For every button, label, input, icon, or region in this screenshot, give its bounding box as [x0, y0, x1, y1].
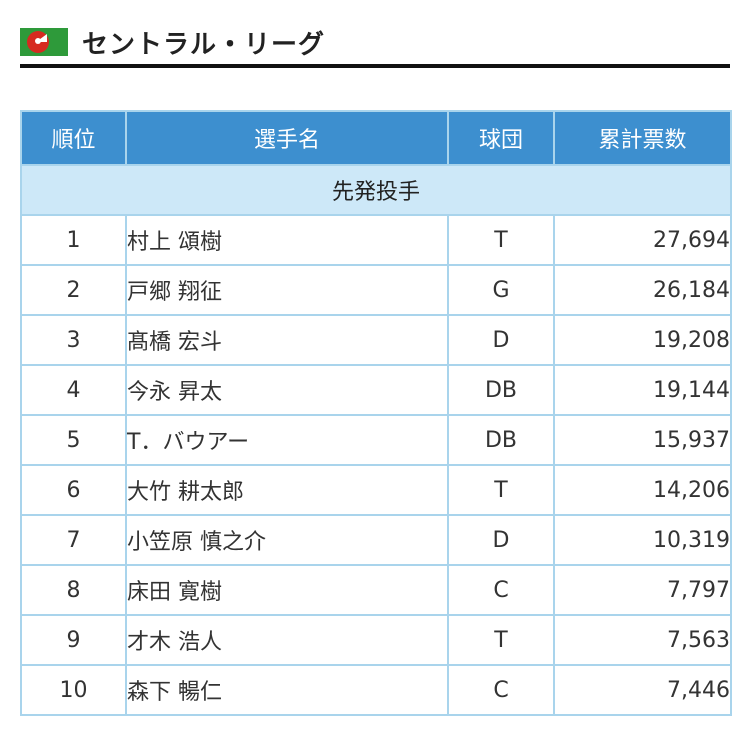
player-name-cell: 森下 暢仁 [125, 664, 449, 716]
column-header-player-name: 選手名 [125, 110, 449, 166]
player-name-cell: 今永 昇太 [125, 364, 449, 416]
table-row: 8 床田 寛樹 C 7,797 [20, 564, 732, 616]
section-label: 先発投手 [20, 164, 732, 216]
team-cell: C [447, 564, 555, 616]
rank-cell: 2 [20, 264, 127, 316]
player-name-cell: T．バウアー [125, 414, 449, 466]
table-row: 9 才木 浩人 T 7,563 [20, 614, 732, 666]
page-header: セントラル・リーグ [20, 22, 730, 68]
team-cell: D [447, 514, 555, 566]
rank-cell: 6 [20, 464, 127, 516]
player-name-cell: 大竹 耕太郎 [125, 464, 449, 516]
team-cell: DB [447, 364, 555, 416]
player-name-cell: 小笠原 慎之介 [125, 514, 449, 566]
table-row: 10 森下 暢仁 C 7,446 [20, 664, 732, 716]
section-row: 先発投手 [20, 164, 732, 216]
ranking-table: 順位 選手名 球団 累計票数 先発投手 1 村上 頌樹 T 27,694 2 戸郷 翔征 G… [20, 110, 732, 716]
votes-cell: 26,184 [553, 264, 732, 316]
table-row: 6 大竹 耕太郎 T 14,206 [20, 464, 732, 516]
rank-cell: 8 [20, 564, 127, 616]
votes-cell: 14,206 [553, 464, 732, 516]
table-row: 1 村上 頌樹 T 27,694 [20, 214, 732, 266]
player-name-cell: 床田 寛樹 [125, 564, 449, 616]
team-cell: G [447, 264, 555, 316]
team-cell: T [447, 614, 555, 666]
player-name-cell: 戸郷 翔征 [125, 264, 449, 316]
table-row: 4 今永 昇太 DB 19,144 [20, 364, 732, 416]
rank-cell: 5 [20, 414, 127, 466]
column-header-rank: 順位 [20, 110, 127, 166]
player-name-cell: 村上 頌樹 [125, 214, 449, 266]
page-title: セントラル・リーグ [82, 30, 326, 60]
table-header-row: 順位 選手名 球団 累計票数 [20, 110, 732, 166]
team-cell: DB [447, 414, 555, 466]
player-name-cell: 才木 浩人 [125, 614, 449, 666]
rank-cell: 10 [20, 664, 127, 716]
votes-cell: 10,319 [553, 514, 732, 566]
votes-cell: 7,446 [553, 664, 732, 716]
table-row: 3 髙橋 宏斗 D 19,208 [20, 314, 732, 366]
column-header-total-votes: 累計票数 [553, 110, 732, 166]
central-league-logo-icon [20, 28, 68, 56]
table-row: 5 T．バウアー DB 15,937 [20, 414, 732, 466]
player-name-cell: 髙橋 宏斗 [125, 314, 449, 366]
votes-cell: 7,563 [553, 614, 732, 666]
votes-cell: 7,797 [553, 564, 732, 616]
team-cell: D [447, 314, 555, 366]
team-cell: T [447, 214, 555, 266]
votes-cell: 19,208 [553, 314, 732, 366]
table-row: 2 戸郷 翔征 G 26,184 [20, 264, 732, 316]
votes-cell: 27,694 [553, 214, 732, 266]
team-cell: C [447, 664, 555, 716]
rank-cell: 4 [20, 364, 127, 416]
column-header-team: 球団 [447, 110, 555, 166]
rank-cell: 3 [20, 314, 127, 366]
rank-cell: 7 [20, 514, 127, 566]
votes-cell: 15,937 [553, 414, 732, 466]
rank-cell: 9 [20, 614, 127, 666]
votes-cell: 19,144 [553, 364, 732, 416]
table-row: 7 小笠原 慎之介 D 10,319 [20, 514, 732, 566]
rank-cell: 1 [20, 214, 127, 266]
team-cell: T [447, 464, 555, 516]
